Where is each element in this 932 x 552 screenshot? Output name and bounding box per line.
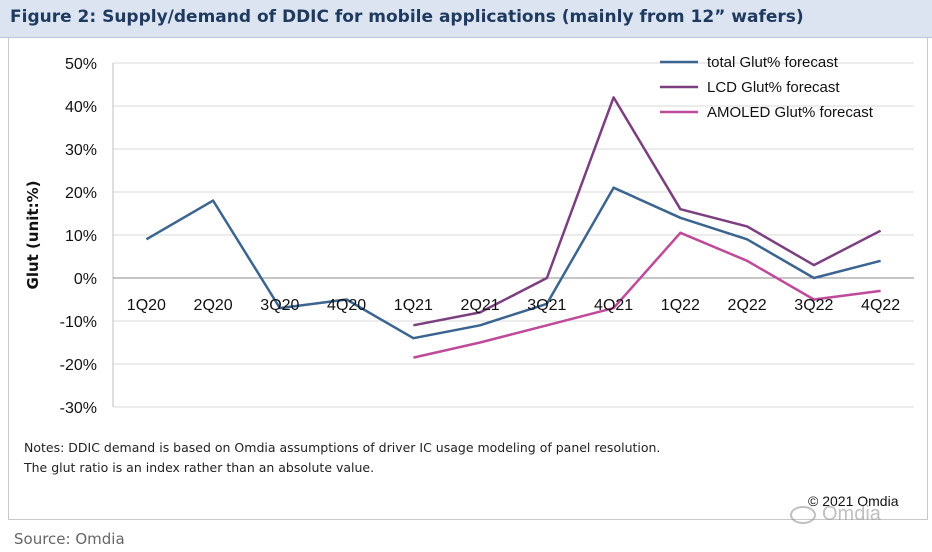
x-tick-label: 4Q20	[327, 297, 366, 314]
y-tick-label: -20%	[60, 357, 97, 374]
y-tick-label: 50%	[65, 56, 97, 73]
series-line-1	[413, 96, 882, 327]
x-tick-label: 4Q22	[861, 297, 900, 314]
legend-label: AMOLED Glut% forecast	[707, 104, 874, 121]
y-tick-label: 0%	[74, 271, 97, 288]
title-bar: Figure 2: Supply/demand of DDIC for mobi…	[0, 0, 932, 38]
note-line-2: The glut ratio is an index rather than a…	[24, 460, 375, 475]
x-tick-label: 3Q20	[260, 297, 299, 314]
source-note: Source: Omdia	[14, 530, 125, 548]
chart-frame	[8, 38, 928, 520]
y-axis-title: Glut (unit:%)	[24, 181, 42, 290]
series-line-0	[145, 186, 881, 340]
watermark-text: Omdia	[822, 503, 881, 525]
x-tick-label: 2Q21	[461, 297, 500, 314]
x-tick-label: 1Q22	[661, 297, 700, 314]
y-tick-label: 10%	[65, 228, 97, 245]
x-tick-label: 3Q22	[794, 297, 833, 314]
y-tick-label: -10%	[60, 314, 97, 331]
x-tick-label: 2Q20	[194, 297, 233, 314]
y-tick-label: 40%	[65, 99, 97, 116]
legend-label: total Glut% forecast	[707, 54, 839, 71]
x-tick-label: 4Q21	[594, 297, 633, 314]
legend-label: LCD Glut% forecast	[707, 79, 840, 96]
x-tick-label: 1Q20	[127, 297, 166, 314]
x-tick-label: 2Q22	[728, 297, 767, 314]
wechat-icon	[790, 505, 816, 524]
figure-title: Figure 2: Supply/demand of DDIC for mobi…	[10, 7, 804, 27]
x-tick-label: 1Q21	[394, 297, 433, 314]
y-tick-label: 30%	[65, 142, 97, 159]
watermark: Omdia	[790, 503, 881, 526]
copyright: © 2021 Omdia	[808, 493, 899, 509]
y-tick-label: 20%	[65, 185, 97, 202]
x-tick-label: 3Q21	[527, 297, 566, 314]
y-tick-label: -30%	[60, 400, 97, 417]
note-line-1: Notes: DDIC demand is based on Omdia ass…	[24, 440, 661, 455]
series-line-2	[413, 231, 881, 359]
